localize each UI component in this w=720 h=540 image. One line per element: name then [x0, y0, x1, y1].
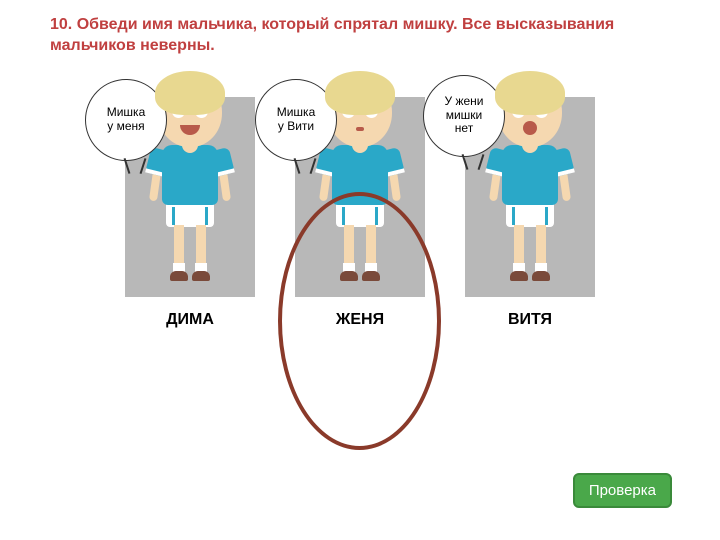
- boys-row: Мишка у меня: [0, 97, 720, 329]
- speech-line: У жени: [445, 95, 484, 109]
- boy-dima[interactable]: Мишка у меня: [125, 97, 255, 329]
- speech-bubble-vitya: У жени мишки нет: [423, 75, 505, 157]
- speech-line: у Вити: [277, 120, 316, 134]
- task-title: 10. Обведи имя мальчика, который спрятал…: [0, 0, 720, 62]
- speech-line: мишки: [445, 109, 484, 123]
- speech-line: Мишка: [107, 106, 146, 120]
- bubble-tail-icon: [462, 154, 486, 170]
- bubble-tail-icon: [124, 158, 148, 174]
- boy-name-vitya: ВИТЯ: [508, 311, 552, 329]
- boy-name-zhenya: ЖЕНЯ: [336, 311, 384, 329]
- boy-name-dima: ДИМА: [166, 311, 214, 329]
- speech-line: нет: [445, 122, 484, 136]
- speech-line: у меня: [107, 120, 146, 134]
- check-button[interactable]: Проверка: [573, 473, 672, 508]
- bubble-tail-icon: [294, 158, 318, 174]
- boy-vitya[interactable]: У жени мишки нет: [465, 97, 595, 329]
- boy-zhenya[interactable]: Мишка у Вити: [295, 97, 425, 329]
- speech-line: Мишка: [277, 106, 316, 120]
